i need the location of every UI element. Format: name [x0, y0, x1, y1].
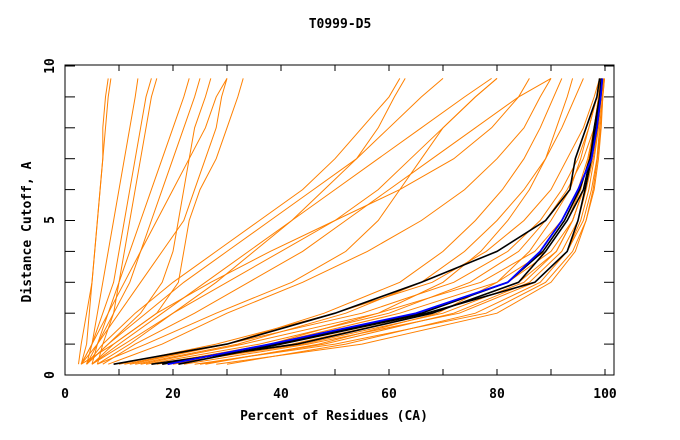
series-line: [78, 78, 112, 365]
series-line: [86, 78, 212, 365]
x-axis-label: Percent of Residues (CA): [240, 409, 428, 424]
y-tick-label: 5: [43, 216, 58, 224]
x-tick-label: 0: [61, 387, 69, 402]
series-line: [91, 78, 244, 365]
series-line: [86, 78, 201, 365]
y-tick-label: 10: [43, 58, 58, 74]
x-tick-label: 20: [165, 387, 181, 402]
y-tick-labels: 0 5 10: [43, 58, 58, 379]
series-line-highlight: [151, 78, 602, 365]
x-tick-label: 100: [593, 387, 617, 402]
series-line: [97, 78, 498, 365]
series-line: [91, 78, 190, 365]
series-line: [86, 78, 139, 365]
chart-title: T0999-D5: [309, 17, 372, 32]
x-tick-label: 80: [489, 387, 505, 402]
series-line: [86, 78, 401, 365]
series-line: [124, 78, 563, 365]
series-line-highlight: [113, 78, 601, 365]
series-line: [86, 78, 444, 365]
series-line: [80, 78, 228, 365]
series-line: [205, 78, 601, 365]
y-tick-label: 0: [43, 371, 58, 379]
x-tick-labels: 0 20 40 60 80 100: [61, 387, 617, 402]
x-tick-label: 40: [273, 387, 289, 402]
series-line: [91, 77, 492, 365]
series-line-best: [167, 78, 604, 366]
series-line: [156, 78, 574, 365]
series-line-highlight: [162, 78, 603, 365]
series-line: [135, 78, 584, 365]
series-line: [216, 78, 605, 365]
series-line: [102, 77, 552, 365]
series-line: [108, 78, 552, 365]
axis-ticks: [64, 65, 614, 376]
plot-lines: [78, 77, 605, 366]
series-line: [194, 78, 605, 365]
y-axis-label: Distance Cutoff, A: [20, 161, 35, 302]
series-line: [80, 78, 152, 365]
series-line: [118, 78, 601, 365]
series-line: [199, 78, 604, 365]
x-tick-label: 60: [381, 387, 397, 402]
series-line: [96, 78, 158, 365]
series-line: [80, 78, 228, 365]
series-line: [226, 78, 604, 365]
series-line: [183, 78, 605, 365]
series-line: [91, 78, 406, 365]
